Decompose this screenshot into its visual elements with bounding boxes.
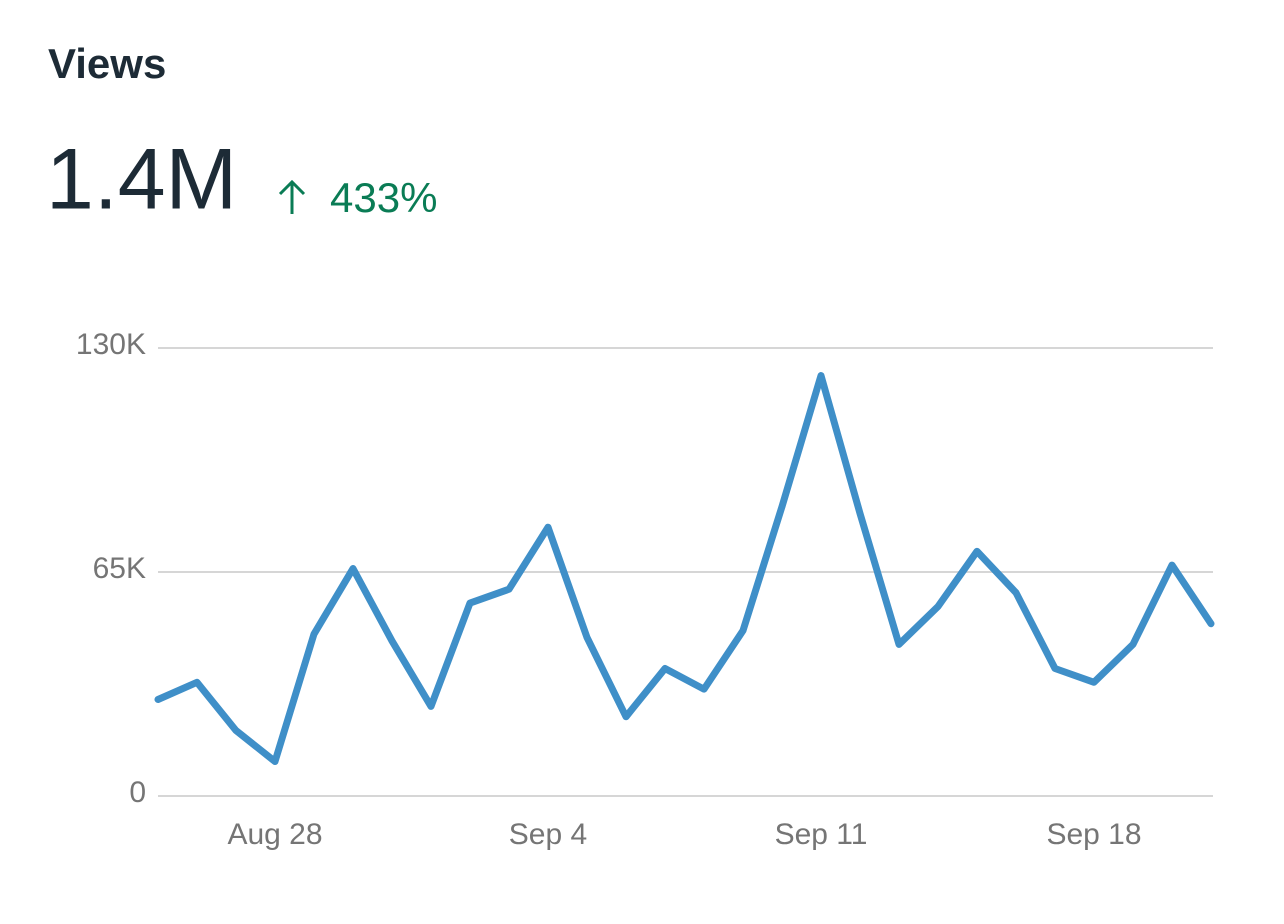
- line: [154, 372, 1215, 766]
- title: Views: [48, 40, 166, 87]
- change: 433%: [330, 174, 437, 221]
- x-tick-label: Aug 28: [227, 818, 322, 851]
- x-tick-label: Sep 11: [775, 818, 868, 851]
- up-arrow: [278, 179, 306, 214]
- total: 1.4M: [46, 132, 237, 228]
- y-tick-label: 65K: [93, 552, 146, 585]
- y-tick-label: 130K: [76, 328, 146, 361]
- x-tick-label: Sep 4: [509, 818, 587, 851]
- y-tick-label: 0: [129, 776, 146, 809]
- x-tick-label: Sep 18: [1046, 818, 1141, 851]
